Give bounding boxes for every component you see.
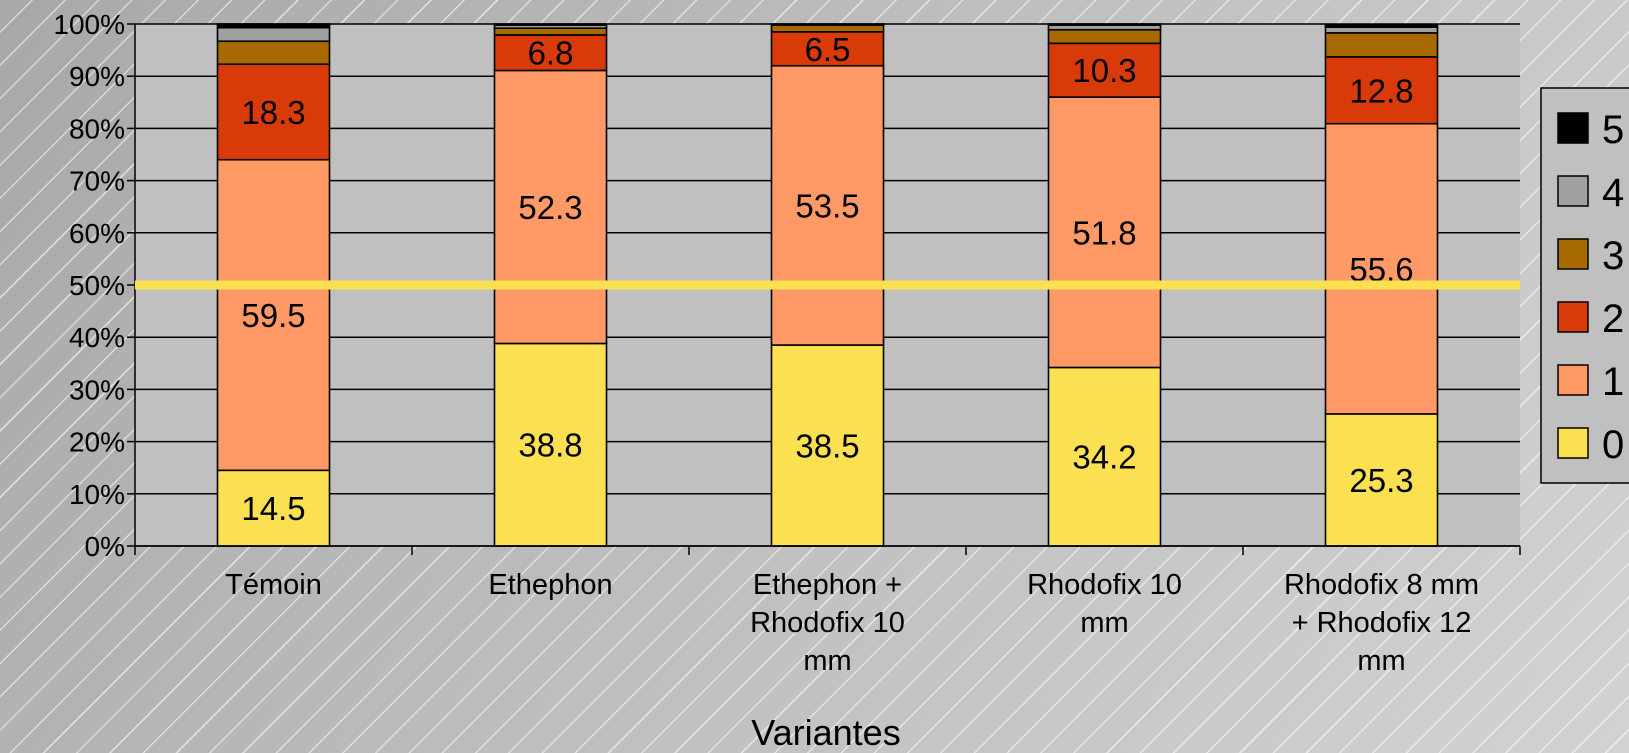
- legend-swatch: [1557, 427, 1589, 459]
- y-tick-label: 60%: [69, 218, 125, 249]
- bar-segment-series-4: [216, 26, 331, 43]
- y-tick-label: 40%: [69, 322, 125, 353]
- x-axis-title: Variantes: [751, 712, 900, 753]
- legend-box: [1540, 87, 1629, 484]
- bar-segment-series-1: [1047, 96, 1162, 369]
- bar-segment-series-2: [1324, 56, 1439, 125]
- data-label: 59.5: [241, 297, 305, 334]
- legend-label: 0: [1602, 423, 1624, 467]
- bar-segment-series-2: [1047, 42, 1162, 98]
- bar-segment-series-2: [493, 34, 608, 72]
- legend-swatch: [1557, 112, 1589, 144]
- bar-stack: 25.355.612.8: [1324, 23, 1439, 547]
- legend-swatch: [1557, 175, 1589, 207]
- bar-segment-series-3: [493, 27, 608, 36]
- category-label: Rhodofix 10 mm: [1027, 569, 1182, 639]
- y-tick-label: 50%: [69, 270, 125, 301]
- data-label: 38.8: [518, 427, 582, 464]
- bar-segment-series-3: [216, 40, 331, 65]
- legend-swatch: [1557, 364, 1589, 396]
- y-tick-label: 0%: [85, 531, 125, 562]
- data-label: 51.8: [1072, 214, 1136, 251]
- y-tick-label: 20%: [69, 427, 125, 458]
- bar-segment-series-5: [1047, 23, 1162, 26]
- data-label: 14.5: [241, 490, 305, 527]
- data-label: 34.2: [1072, 439, 1136, 476]
- bar-segment-series-5: [1324, 23, 1439, 28]
- bar-segment-series-5: [216, 23, 331, 29]
- legend-label: 4: [1602, 171, 1624, 215]
- y-tick-label: 100%: [53, 9, 125, 40]
- bar-segment-series-0: [493, 342, 608, 547]
- y-tick-label: 80%: [69, 113, 125, 144]
- legend: 5 4 3 2 1 0: [1540, 87, 1629, 484]
- data-label: 12.8: [1349, 72, 1413, 109]
- bar-segment-series-1: [1324, 122, 1439, 415]
- data-label: 6.8: [528, 35, 574, 72]
- legend-swatch: [1557, 301, 1589, 333]
- bar-stack: 38.5 53.5 6.5: [770, 23, 885, 547]
- y-tick-label: 30%: [69, 374, 125, 405]
- bar-segment-series-0: [216, 469, 331, 547]
- bar-segment-series-5: [493, 23, 608, 26]
- bar-segment-series-2: [770, 31, 885, 67]
- data-label: 53.5: [795, 187, 859, 224]
- data-label: 6.5: [805, 31, 851, 68]
- bar-segment-series-1: [770, 64, 885, 346]
- legend-label: 3: [1602, 234, 1624, 278]
- bar-segment-series-2: [216, 63, 331, 161]
- bar-stack: 14.5 59.5 18.3: [216, 23, 331, 547]
- bar-segment-series-3: [770, 24, 885, 33]
- data-label: 52.3: [518, 189, 582, 226]
- category-label: Témoin: [225, 569, 322, 601]
- legend-swatch: [1557, 238, 1589, 270]
- data-label: 38.5: [795, 428, 859, 465]
- x-axis: Témoin Ethephon Ethephon + Rhodofix 10 mm Rho…: [134, 545, 1521, 677]
- bar-segment-series-4: [770, 23, 885, 26]
- data-label: 18.3: [241, 94, 305, 131]
- y-tick-label: 70%: [69, 166, 125, 197]
- category-label: Rhodofix 8 mm + Rhodofix 12 mm: [1284, 569, 1479, 677]
- category-label: Ethephon + Rhodofix 10 mm: [750, 569, 905, 677]
- legend-label: 1: [1602, 360, 1624, 404]
- data-label: 10.3: [1072, 52, 1136, 89]
- bar-segment-series-0: [770, 344, 885, 547]
- y-axis: 0% 10% 20% 30% 40% 50% 60% 70% 80% 90% 100%: [53, 9, 136, 562]
- bar-segment-series-1: [216, 158, 331, 472]
- bar-segment-series-4: [1324, 26, 1439, 34]
- bars: 14.5 59.5 18.3 38.8 52.3 6.8 38.5 53.5 6.5 34.2 51…: [216, 23, 1439, 547]
- legend-label: 2: [1602, 297, 1624, 341]
- bar-segment-series-3: [1324, 32, 1439, 58]
- data-label: 25.3: [1349, 462, 1413, 499]
- legend-label: 5: [1602, 108, 1624, 152]
- bar-stack: 38.8 52.3 6.8: [493, 23, 608, 547]
- bar-stack: 34.2 51.8 10.3: [1047, 23, 1162, 547]
- bar-segment-series-3: [1047, 28, 1162, 45]
- category-label: Ethephon: [488, 569, 612, 601]
- y-tick-label: 90%: [69, 61, 125, 92]
- bar-segment-series-1: [493, 69, 608, 345]
- y-tick-label: 10%: [69, 479, 125, 510]
